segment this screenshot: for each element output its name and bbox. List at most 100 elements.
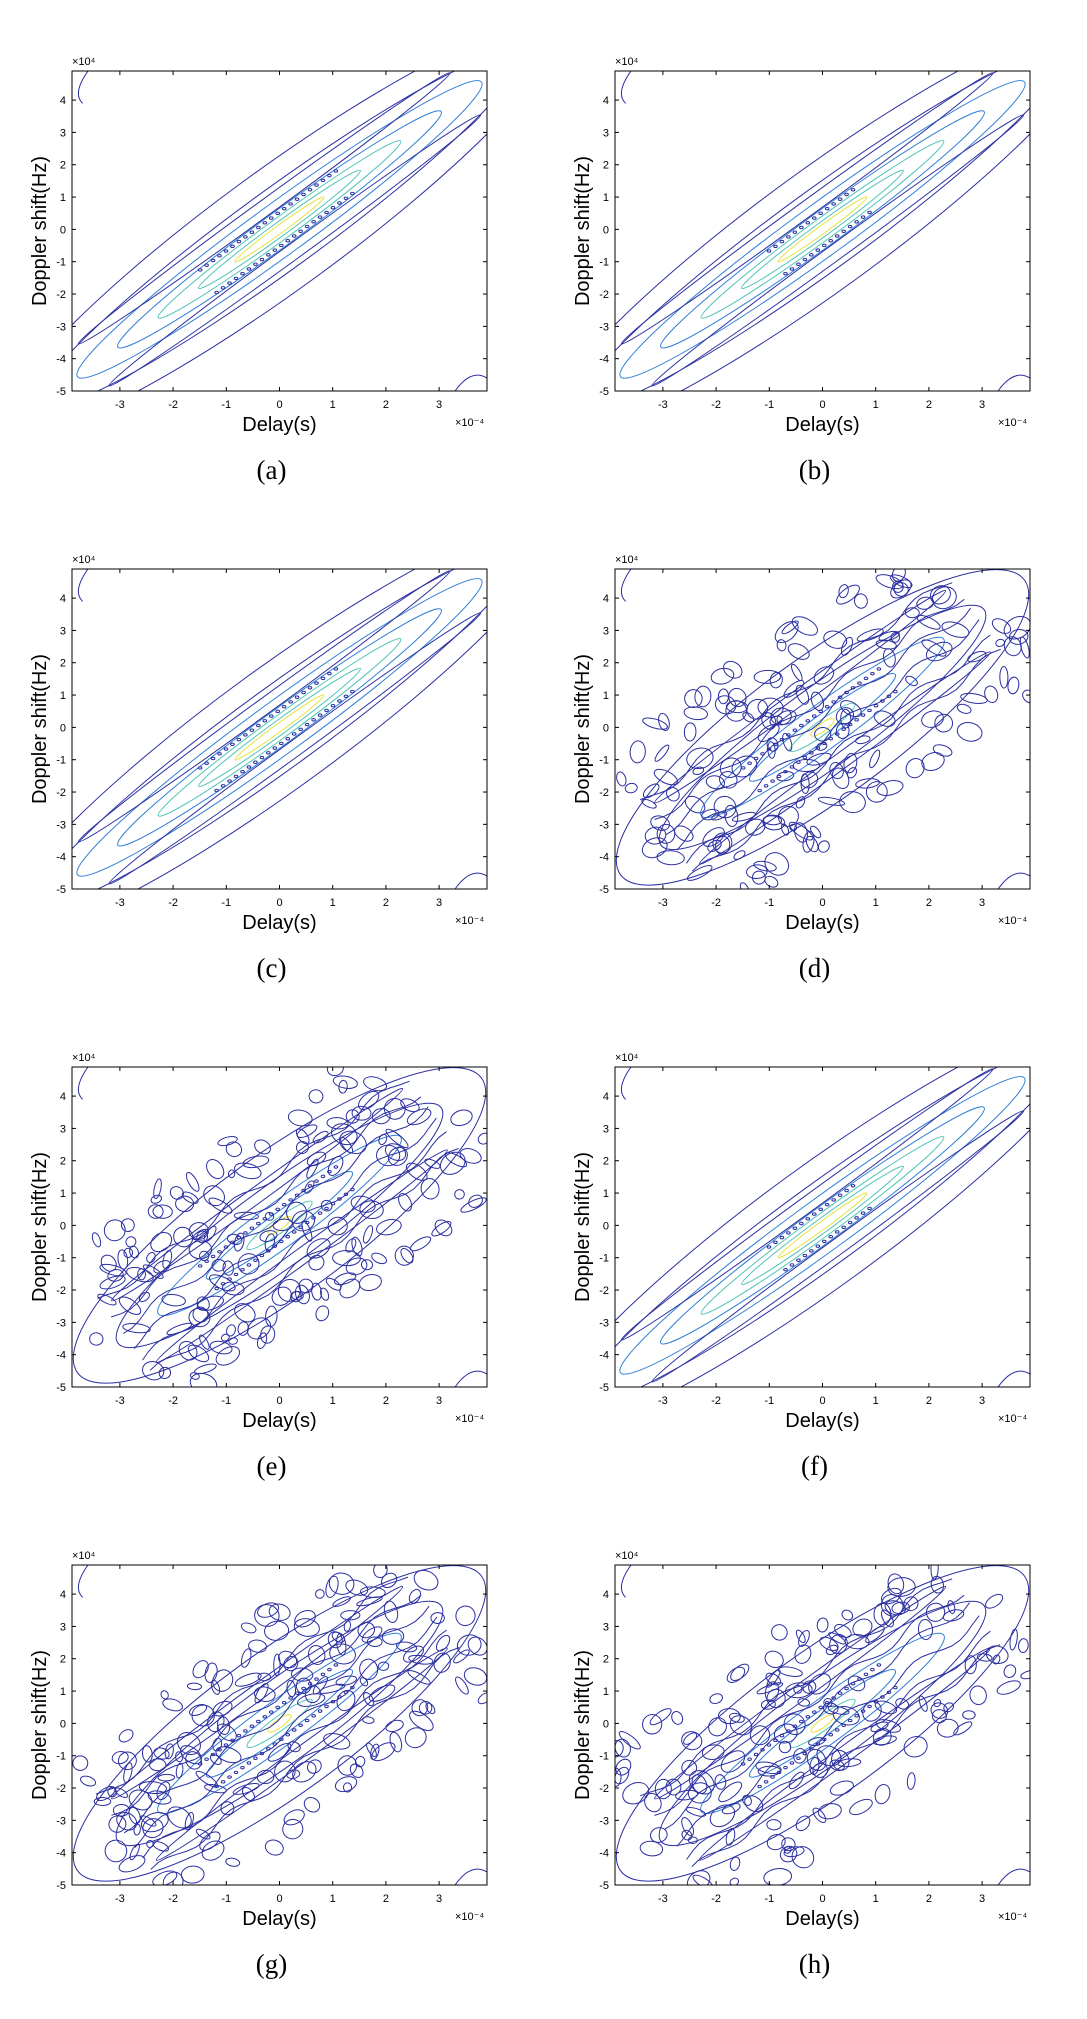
contour-noise-blob [665, 1778, 682, 1796]
contour-noise-blob [753, 860, 777, 872]
contour-noise-blob [761, 712, 777, 730]
contour-noise-blob [354, 1755, 366, 1768]
contour-wavy-line [664, 1602, 970, 1830]
contour-lobe-dot [802, 755, 808, 760]
contour-noise-blob [357, 1621, 375, 1639]
x-multiplier: ×10⁻⁴ [998, 417, 1027, 429]
panel-caption: (c) [256, 953, 287, 983]
contour-noise-blob [712, 832, 733, 854]
contour-noise-blob [929, 585, 951, 605]
contour-lobe-dot [811, 216, 817, 220]
contour-lobe-dot [223, 747, 229, 751]
contour-noise-blob [108, 1815, 127, 1833]
contour-noise-blob [874, 1700, 898, 1715]
contour-noise-blob [615, 1766, 630, 1785]
contour-wavy-line [95, 1576, 409, 1795]
contour-lines [72, 1565, 487, 1885]
contour-lobe-dot [792, 728, 798, 732]
contour-lobe-dot [281, 704, 287, 709]
contour-noise-blob [123, 1762, 133, 1783]
y-tick-label: 0 [603, 722, 609, 734]
contour-noise-blob [1009, 1628, 1018, 1651]
contour-ridge-level-0 [615, 1565, 1030, 1882]
x-tick-label: 0 [819, 399, 825, 411]
contour-noise-blob [97, 1293, 117, 1306]
contour-noise-blob [788, 821, 814, 841]
contour-lobe-dot [249, 1724, 255, 1728]
contour-lobe-dot [256, 723, 261, 728]
contour-noise-blob [303, 1797, 321, 1813]
contour-noise-blob [779, 1845, 798, 1863]
contour-lobe-dot [249, 1226, 255, 1230]
contour-noise-blob [337, 1755, 358, 1776]
contour-wavy-line [149, 1148, 459, 1371]
contour-plot: -3 -2 -1 0 1 2 3 -5 -4 -3 -2 -1 0 1 2 3 4 ×10⁴ ×10⁻⁴ Delay(… [29, 1550, 488, 1930]
contour-lobe-dot [760, 1748, 765, 1752]
contour-noise-blob [766, 1833, 786, 1851]
contour-noise-blob [891, 569, 906, 582]
contour-noise-blob [764, 852, 790, 876]
contour-lobe-dot [253, 1756, 258, 1760]
y-tick-label: 4 [60, 1091, 66, 1103]
contour-noise-blob [751, 870, 766, 885]
contour-noise-blob [836, 584, 860, 605]
contour-noise-blob [903, 1596, 919, 1612]
contour-noise-blob [148, 1758, 167, 1772]
contour-noise-blob [681, 1759, 698, 1776]
contour-noise-blob [681, 1817, 694, 1837]
contour-wavy-line [110, 1096, 422, 1318]
contour-noise-blob [91, 1232, 102, 1248]
contour-ridge-level-2 [157, 1632, 402, 1815]
y-tick-label: -4 [599, 1848, 609, 1860]
contour-noise-blob [283, 1655, 299, 1672]
contour-noise-blob [385, 1719, 404, 1733]
y-tick-label: 3 [603, 127, 609, 139]
contour-noise-blob [838, 584, 849, 599]
contour-noise-blob [175, 1762, 184, 1779]
contour-lobe-dot [317, 1709, 323, 1713]
contour-wavy-line [142, 1629, 447, 1859]
contour-noise-blob [240, 1622, 257, 1634]
contour-lobe-dot [278, 1737, 284, 1742]
contour-noise-blob [782, 732, 793, 752]
contour-lobe-dot [240, 1765, 245, 1770]
contour-noise-blob [80, 1775, 97, 1787]
contour-noise-blob [208, 1274, 236, 1292]
contour-noise-blob [345, 1579, 369, 1596]
contour-noise-blob [629, 740, 646, 764]
contour-lines [72, 569, 487, 889]
contour-noise-blob [839, 791, 866, 814]
contour-lobe-dot [753, 1752, 759, 1757]
contour-noise-blob [692, 1874, 714, 1885]
contour-lobe-dot [301, 192, 306, 197]
y-tick-label: -1 [56, 1253, 66, 1265]
y-tick-label: -4 [56, 1848, 66, 1860]
contour-ridge-level-6 [234, 694, 325, 761]
contour-lobe-dot [291, 1230, 297, 1234]
contour-lobe-dot [240, 1267, 245, 1272]
x-tick-label: -2 [168, 399, 178, 411]
contour-noise-blob [829, 1634, 848, 1654]
contour-noise-blob [237, 1321, 249, 1336]
contour-lobe-dot [350, 689, 355, 694]
contour-lobe-dot [799, 723, 804, 728]
y-tick-label: -5 [56, 1880, 66, 1892]
contour-lobe-dot [324, 708, 329, 713]
contour-noise-blob [787, 643, 810, 660]
contour-lobe-dot [824, 1202, 830, 1207]
contour-noise-blob [176, 1731, 201, 1756]
contour-noise-blob [370, 1743, 380, 1760]
contour-noise-blob [687, 1836, 698, 1844]
contour-noise-blob [264, 1211, 275, 1221]
y-tick-label: 2 [603, 1156, 609, 1168]
contour-lobe-dot [278, 741, 284, 746]
contour-lobe-dot [268, 714, 274, 718]
contour-noise-blob [477, 1692, 487, 1705]
contour-noise-blob [777, 806, 799, 827]
x-tick-label: -3 [658, 1893, 668, 1905]
contour-wavy-line [123, 1605, 430, 1834]
axes-frame [71, 568, 488, 890]
contour-noise-blob [409, 1236, 432, 1252]
y-tick-label: 2 [603, 658, 609, 670]
contour-noise-blob [757, 724, 780, 742]
